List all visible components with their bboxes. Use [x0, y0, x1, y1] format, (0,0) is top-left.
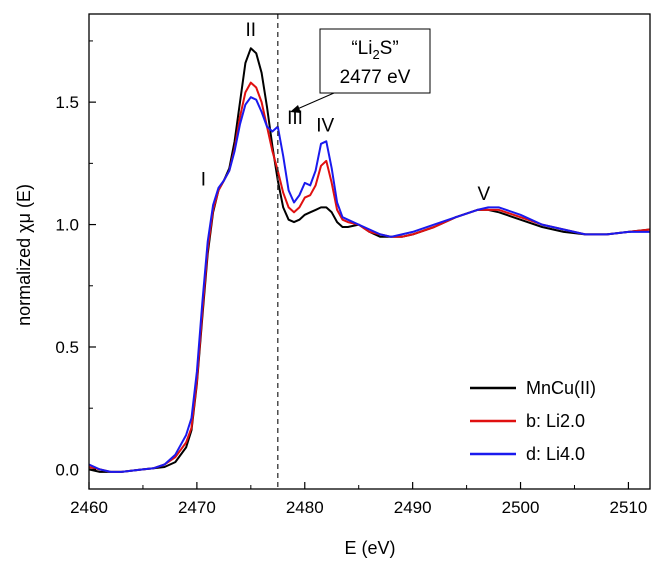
callout-line2: 2477 eV: [340, 67, 411, 88]
peak-label-V: V: [478, 184, 491, 205]
x-tick-label: 2480: [286, 498, 324, 517]
callout-suffix: S”: [380, 38, 399, 59]
series-line-3: [88, 96, 650, 473]
y-tick-label: 1.5: [55, 93, 79, 112]
peak-label-III: III: [287, 108, 303, 129]
series-line-1: [88, 47, 651, 473]
callout-prefix: “Li: [351, 38, 372, 59]
y-tick-label: 1.0: [55, 216, 79, 235]
peak-label-I: I: [201, 169, 206, 190]
legend-label-1: MnCu(II): [526, 378, 596, 398]
legend: MnCu(II) b: Li2.0 d: Li4.0: [470, 378, 596, 464]
peak-label-IV: IV: [316, 116, 334, 137]
callout-frame: [319, 28, 431, 94]
series-layer: [88, 47, 651, 473]
x-tick-label: 2510: [610, 498, 648, 517]
callout-arrowhead: [290, 105, 301, 113]
x-tick-label: 2470: [178, 498, 216, 517]
callout-subscript: 2: [372, 47, 379, 62]
legend-label-3: d: Li4.0: [526, 444, 585, 464]
peak-label-II: II: [246, 20, 257, 41]
ticks-layer: 2460 2470 2480 2490 2500 2510 0.0 0.5 1.0 1.5: [55, 40, 648, 517]
x-tick-label: 2500: [502, 498, 540, 517]
x-axis-title: E (eV): [344, 538, 395, 558]
plot-frame: [88, 13, 651, 490]
callout-line1: “Li2S”: [351, 38, 398, 62]
y-axis-title: normalized χμ (E): [14, 184, 34, 326]
x-tick-label: 2460: [70, 498, 108, 517]
callout-box: “Li2S” 2477 eV: [290, 28, 431, 113]
legend-label-2: b: Li2.0: [526, 411, 585, 431]
y-tick-label: 0.5: [55, 338, 79, 357]
y-tick-label: 0.0: [55, 460, 79, 479]
x-tick-label: 2490: [394, 498, 432, 517]
callout-arrow-line: [294, 92, 335, 111]
